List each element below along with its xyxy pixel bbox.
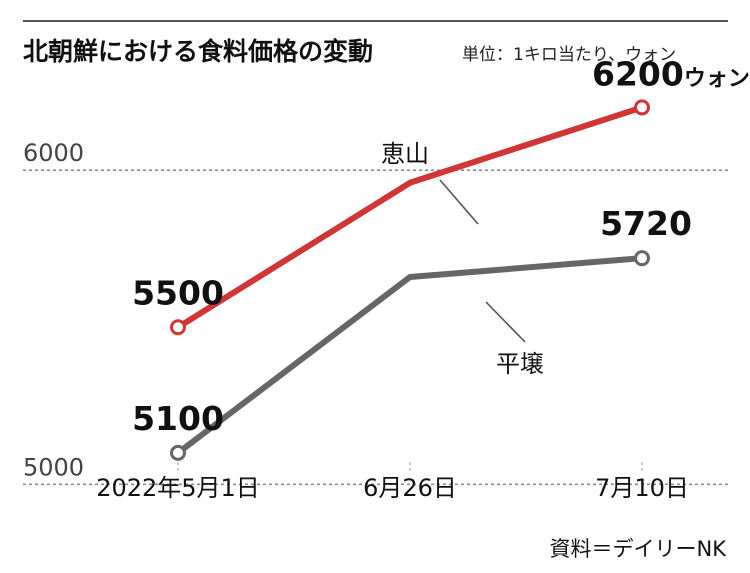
series-line-1 (176, 255, 643, 456)
y-tick-label: 5000 (23, 453, 84, 481)
data-label-unit: ウォン (684, 66, 750, 91)
data-label: 5720 (600, 204, 692, 243)
leader-line (485, 301, 526, 343)
x-axis: 2022年5月1日 6月26日 7月10日 (96, 462, 689, 502)
series-label: 恵山 (381, 140, 429, 168)
data-label: 5100 (132, 399, 224, 438)
data-point (170, 444, 186, 461)
series-label: 平壌 (496, 350, 544, 378)
x-tick-label: 2022年5月1日 (96, 474, 260, 502)
data-point (634, 99, 650, 116)
unit-note: 単位：1キロ当たり、ウォン (462, 45, 676, 65)
leader-line (439, 179, 479, 225)
chart-title: 北朝鮮における食料価格の変動 (23, 37, 373, 66)
x-tick-label: 6月26日 (363, 474, 457, 502)
grid-layer: 5000 6000 (23, 139, 728, 486)
data-point (634, 250, 650, 267)
data-label: 5500 (132, 273, 224, 312)
data-label: 6200ウォン (592, 54, 750, 93)
series-line-0 (176, 104, 643, 330)
series-layer (170, 99, 650, 461)
data-point (170, 319, 186, 336)
x-tick-label: 7月10日 (595, 474, 689, 502)
source-note: 資料＝デイリーNK (550, 537, 728, 561)
y-tick-label: 6000 (23, 139, 84, 167)
